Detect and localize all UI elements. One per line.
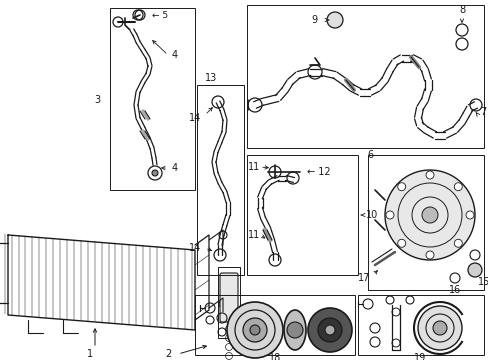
Text: 15: 15 bbox=[477, 277, 488, 287]
Circle shape bbox=[325, 325, 334, 335]
Circle shape bbox=[286, 322, 303, 338]
Circle shape bbox=[152, 170, 158, 176]
Text: 8: 8 bbox=[458, 5, 464, 15]
Circle shape bbox=[425, 171, 433, 179]
Text: 3: 3 bbox=[94, 95, 100, 105]
Circle shape bbox=[467, 263, 481, 277]
Circle shape bbox=[417, 306, 461, 350]
Text: 13: 13 bbox=[204, 73, 217, 83]
Text: 11: 11 bbox=[247, 230, 260, 240]
Bar bbox=[246, 5, 483, 148]
Circle shape bbox=[397, 239, 405, 247]
Circle shape bbox=[432, 321, 446, 335]
Circle shape bbox=[249, 325, 260, 335]
Circle shape bbox=[465, 211, 473, 219]
Text: ← 12: ← 12 bbox=[306, 167, 330, 177]
Ellipse shape bbox=[284, 310, 305, 350]
Text: 14: 14 bbox=[188, 243, 201, 253]
Bar bbox=[195, 295, 354, 355]
Circle shape bbox=[425, 251, 433, 259]
Text: 18: 18 bbox=[268, 353, 281, 360]
Text: 17: 17 bbox=[357, 273, 369, 283]
Circle shape bbox=[453, 239, 461, 247]
Bar bbox=[197, 85, 244, 275]
Circle shape bbox=[243, 318, 266, 342]
Circle shape bbox=[307, 308, 351, 352]
FancyBboxPatch shape bbox=[220, 273, 238, 322]
Bar bbox=[110, 8, 195, 190]
Text: 19: 19 bbox=[413, 353, 425, 360]
Text: 11: 11 bbox=[247, 162, 260, 172]
Text: 6: 6 bbox=[366, 150, 372, 160]
Text: 9: 9 bbox=[311, 15, 317, 25]
Text: ← 5: ← 5 bbox=[152, 10, 168, 19]
Bar bbox=[367, 155, 483, 290]
Text: 1: 1 bbox=[87, 349, 93, 359]
Text: 16: 16 bbox=[448, 285, 460, 295]
Circle shape bbox=[453, 183, 461, 191]
Circle shape bbox=[421, 207, 437, 223]
Bar bbox=[218, 267, 240, 338]
Circle shape bbox=[384, 170, 474, 260]
Circle shape bbox=[226, 302, 283, 358]
Text: 2: 2 bbox=[165, 349, 172, 359]
Text: 7: 7 bbox=[479, 107, 485, 117]
Text: 10: 10 bbox=[365, 210, 378, 220]
Text: 14: 14 bbox=[188, 113, 201, 123]
Text: 4: 4 bbox=[172, 50, 178, 60]
Circle shape bbox=[326, 12, 342, 28]
Circle shape bbox=[385, 211, 393, 219]
Bar bbox=[246, 155, 357, 275]
Circle shape bbox=[397, 183, 405, 191]
Text: 4: 4 bbox=[172, 163, 178, 173]
Bar bbox=[357, 295, 483, 355]
Circle shape bbox=[317, 318, 341, 342]
